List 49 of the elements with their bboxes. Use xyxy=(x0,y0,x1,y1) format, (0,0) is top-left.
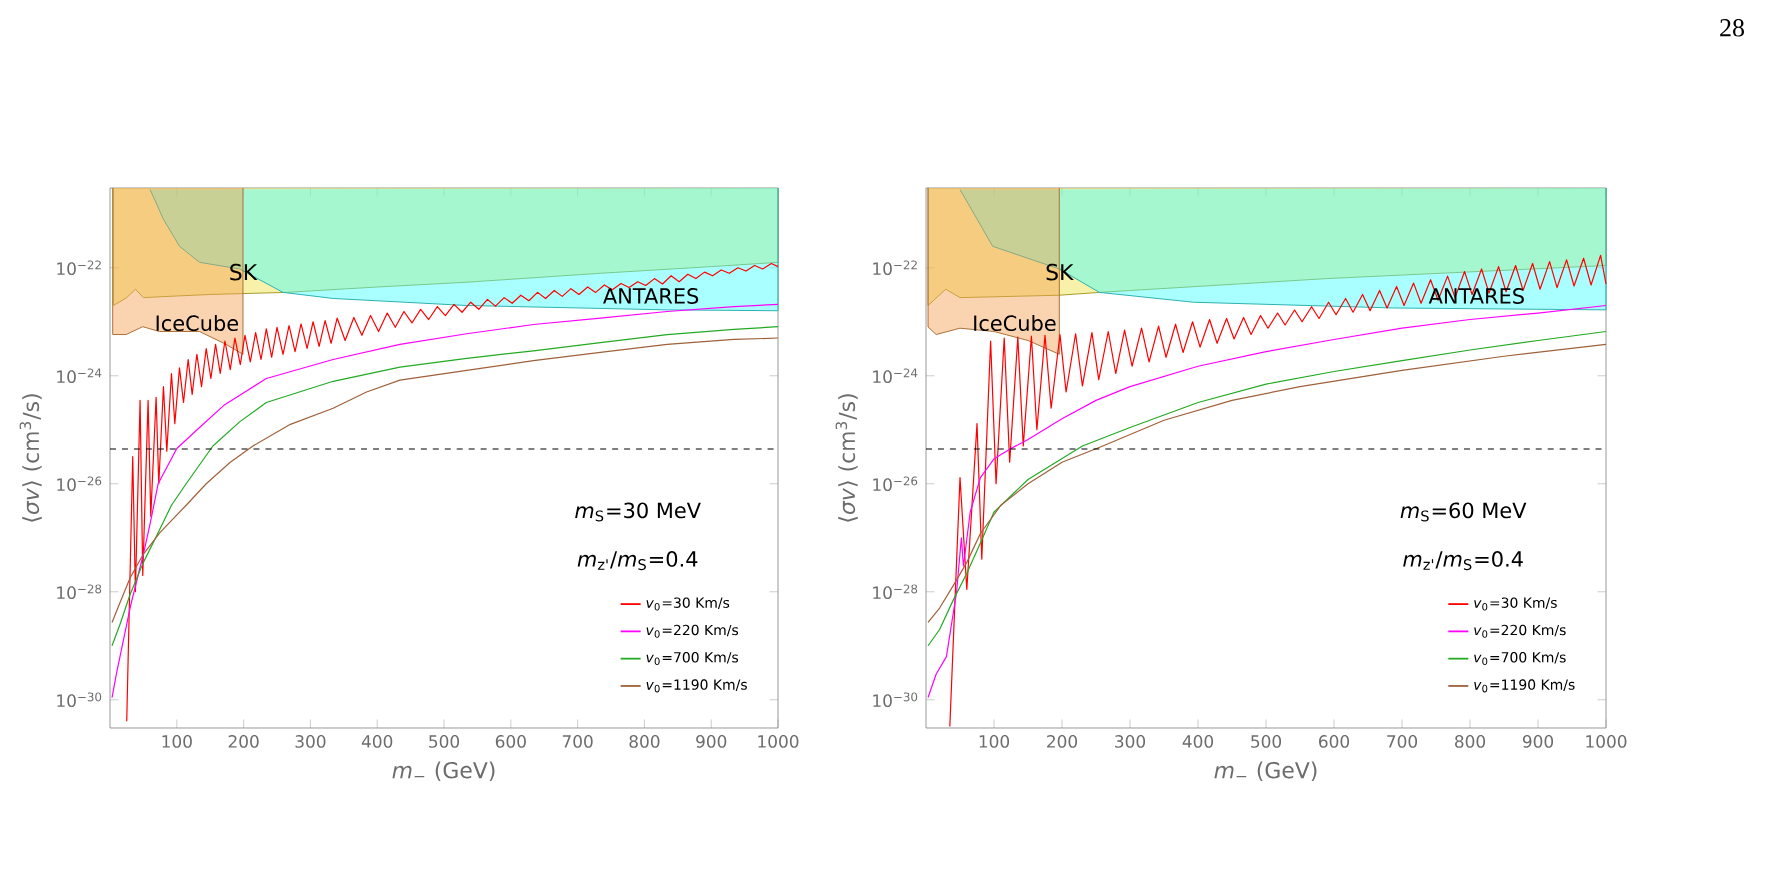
x-tick-label: 700 xyxy=(1387,735,1418,748)
x-tick-label: 300 xyxy=(1115,735,1146,748)
x-axis-title: m$_{−}$ (GeV) xyxy=(392,761,495,782)
y-tick-label: 10$^{−26}$ xyxy=(873,476,918,492)
x-axis-title: m$_{−}$ (GeV) xyxy=(1214,761,1317,782)
x-tick-label: 100 xyxy=(979,735,1010,748)
y-tick-label: 10$^{−22}$ xyxy=(873,260,917,276)
y-tick-label: 10$^{−24}$ xyxy=(873,368,918,384)
annotation: ANTARES xyxy=(1428,288,1524,304)
x-tick-label: 100 xyxy=(162,735,192,748)
y-tick-label: 10$^{−30}$ xyxy=(57,692,102,708)
x-tick-label: 800 xyxy=(629,735,660,748)
annotation: IceCube xyxy=(156,314,239,332)
line-series xyxy=(949,254,1607,728)
y-tick-label: 10$^{−24}$ xyxy=(57,368,102,384)
line-series xyxy=(927,304,1607,699)
x-tick-label: 200 xyxy=(228,735,259,748)
x-tick-label: 900 xyxy=(696,735,727,748)
x-tick-label: 600 xyxy=(495,735,526,748)
x-tick-label: 600 xyxy=(1319,735,1350,748)
text: 28 xyxy=(1720,19,1744,37)
annotation: m$_{S}$=30 MeV xyxy=(575,502,701,522)
annotation: m$_{z'}$/m$_{S}$=0.4 xyxy=(577,551,698,571)
annotation: SK xyxy=(1046,263,1074,281)
annotation: SK xyxy=(230,263,258,281)
x-tick-label: 500 xyxy=(429,735,460,748)
x-tick-label: 400 xyxy=(1182,735,1214,748)
x-tick-label: 400 xyxy=(361,735,393,748)
x-tick-label: 900 xyxy=(1522,735,1554,748)
y-tick-label: 10$^{−28}$ xyxy=(873,584,918,600)
y-tick-label: 10$^{−26}$ xyxy=(57,476,102,492)
annotation: m$_{S}$=60 MeV xyxy=(1400,502,1527,522)
y-tick-label: 10$^{−30}$ xyxy=(873,692,918,708)
line-series xyxy=(126,262,779,722)
y-tick-label: 10$^{−22}$ xyxy=(57,260,101,276)
annotation: IceCube xyxy=(974,314,1056,332)
annotation: m$_{z'}$/m$_{S}$=0.4 xyxy=(1403,551,1523,571)
x-tick-label: 500 xyxy=(1251,735,1282,748)
x-tick-label: 300 xyxy=(295,735,326,748)
x-tick-label: 1000 xyxy=(758,735,799,748)
x-tick-label: 800 xyxy=(1455,735,1486,748)
annotation: ANTARES xyxy=(603,288,699,304)
x-tick-label: 1000 xyxy=(1586,735,1627,748)
x-tick-label: 700 xyxy=(562,735,593,748)
y-axis-title: ⟨σv⟩ (cm$^{3}$/s) xyxy=(19,394,42,522)
y-axis-title: ⟨σv⟩ (cm$^{3}$/s) xyxy=(835,394,858,522)
line-series xyxy=(111,303,779,699)
x-tick-label: 200 xyxy=(1047,735,1078,748)
y-tick-label: 10$^{−28}$ xyxy=(57,584,102,600)
